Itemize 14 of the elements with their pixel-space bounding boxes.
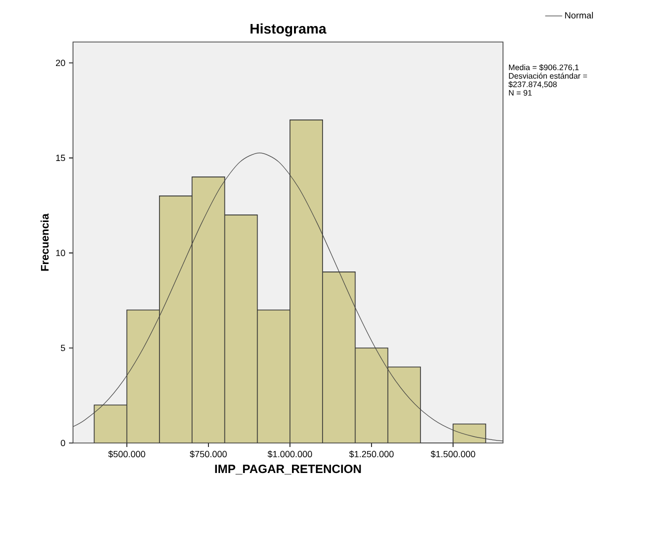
x-tick-label: $1.500.000 — [430, 450, 476, 458]
x-tick-label: $750.000 — [190, 450, 227, 458]
x-tick-label: $1.000.000 — [268, 450, 312, 458]
y-tick-label: 0 — [60, 440, 66, 446]
y-tick-label: 10 — [56, 250, 66, 256]
chart-title: Histograma — [250, 23, 326, 36]
legend-label: Normal — [565, 12, 593, 19]
x-axis-title: IMP_PAGAR_RETENCION — [215, 464, 361, 474]
y-axis-title: Frecuencia — [40, 214, 49, 271]
x-tick-label: $1.250.000 — [349, 450, 394, 458]
y-tick-label: 5 — [60, 344, 66, 352]
x-tick-label: $500.000 — [108, 450, 146, 458]
y-tick-label: 15 — [56, 154, 66, 162]
y-tick-label: 20 — [56, 60, 66, 66]
